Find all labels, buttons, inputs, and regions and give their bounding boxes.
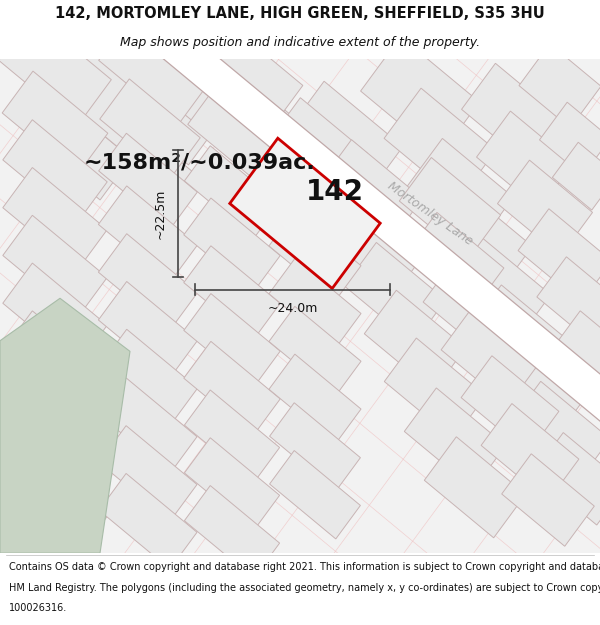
Polygon shape <box>400 158 500 259</box>
Polygon shape <box>29 99 131 200</box>
Polygon shape <box>4 408 107 508</box>
Polygon shape <box>98 234 197 331</box>
Polygon shape <box>188 84 288 183</box>
Polygon shape <box>497 160 593 256</box>
Polygon shape <box>98 133 197 230</box>
Polygon shape <box>3 120 107 222</box>
Polygon shape <box>184 438 280 531</box>
Polygon shape <box>184 390 280 482</box>
Polygon shape <box>184 146 280 239</box>
Text: 100026316.: 100026316. <box>9 604 67 614</box>
Polygon shape <box>317 139 422 244</box>
Text: Contains OS data © Crown copyright and database right 2021. This information is : Contains OS data © Crown copyright and d… <box>9 562 600 572</box>
Polygon shape <box>269 211 361 301</box>
Polygon shape <box>384 88 496 201</box>
Polygon shape <box>490 332 590 434</box>
Polygon shape <box>28 39 133 144</box>
Polygon shape <box>553 142 600 210</box>
Polygon shape <box>539 102 600 176</box>
Polygon shape <box>534 432 600 525</box>
Polygon shape <box>441 308 539 406</box>
Polygon shape <box>172 49 298 176</box>
Polygon shape <box>406 213 504 310</box>
Polygon shape <box>449 237 551 338</box>
Polygon shape <box>3 311 107 413</box>
Polygon shape <box>184 246 280 340</box>
Polygon shape <box>407 138 514 246</box>
Polygon shape <box>100 79 200 178</box>
Polygon shape <box>0 298 130 553</box>
Text: 142: 142 <box>306 178 364 206</box>
Polygon shape <box>99 474 197 569</box>
Polygon shape <box>3 263 107 366</box>
Text: ~22.5m: ~22.5m <box>154 188 167 239</box>
Polygon shape <box>461 63 559 162</box>
Polygon shape <box>3 168 107 270</box>
Polygon shape <box>118 60 223 165</box>
Polygon shape <box>269 306 361 396</box>
Polygon shape <box>404 388 506 489</box>
Polygon shape <box>269 152 361 242</box>
Polygon shape <box>98 14 211 126</box>
Polygon shape <box>110 126 200 216</box>
Polygon shape <box>184 294 280 388</box>
Polygon shape <box>423 260 521 358</box>
Polygon shape <box>461 356 559 453</box>
Polygon shape <box>4 455 107 556</box>
Polygon shape <box>269 451 361 539</box>
Polygon shape <box>98 329 197 427</box>
Polygon shape <box>31 12 179 160</box>
Polygon shape <box>0 14 112 126</box>
Polygon shape <box>124 0 600 483</box>
Polygon shape <box>184 486 280 578</box>
Polygon shape <box>502 454 594 546</box>
Polygon shape <box>325 194 425 296</box>
Polygon shape <box>385 338 485 439</box>
Polygon shape <box>469 285 571 386</box>
Polygon shape <box>3 215 107 318</box>
Polygon shape <box>230 138 380 289</box>
Polygon shape <box>98 186 197 283</box>
Text: ~24.0m: ~24.0m <box>268 302 317 316</box>
Text: Map shows position and indicative extent of the property.: Map shows position and indicative extent… <box>120 36 480 49</box>
Polygon shape <box>428 188 532 292</box>
Text: HM Land Registry. The polygons (including the associated geometry, namely x, y c: HM Land Registry. The polygons (includin… <box>9 582 600 592</box>
Polygon shape <box>203 81 307 186</box>
Polygon shape <box>424 437 526 538</box>
Text: Mortomley Lane: Mortomley Lane <box>385 179 475 248</box>
Polygon shape <box>537 257 600 344</box>
Polygon shape <box>344 242 446 344</box>
Polygon shape <box>518 209 600 303</box>
Polygon shape <box>510 381 600 481</box>
Polygon shape <box>269 402 361 491</box>
Polygon shape <box>269 259 361 349</box>
Polygon shape <box>2 71 108 175</box>
Polygon shape <box>184 341 280 436</box>
Polygon shape <box>99 378 197 474</box>
Polygon shape <box>98 281 197 379</box>
Polygon shape <box>99 426 197 521</box>
Polygon shape <box>287 81 403 197</box>
Polygon shape <box>361 37 479 156</box>
Polygon shape <box>4 359 107 460</box>
Polygon shape <box>197 23 303 127</box>
Polygon shape <box>519 44 600 128</box>
Polygon shape <box>184 198 280 292</box>
Text: 142, MORTOMLEY LANE, HIGH GREEN, SHEFFIELD, S35 3HU: 142, MORTOMLEY LANE, HIGH GREEN, SHEFFIE… <box>55 6 545 21</box>
Polygon shape <box>269 354 361 444</box>
Polygon shape <box>553 311 600 388</box>
Text: ~158m²/~0.039ac.: ~158m²/~0.039ac. <box>84 152 316 173</box>
Polygon shape <box>272 98 367 191</box>
Polygon shape <box>481 404 579 501</box>
Polygon shape <box>476 111 574 209</box>
Polygon shape <box>364 290 466 391</box>
